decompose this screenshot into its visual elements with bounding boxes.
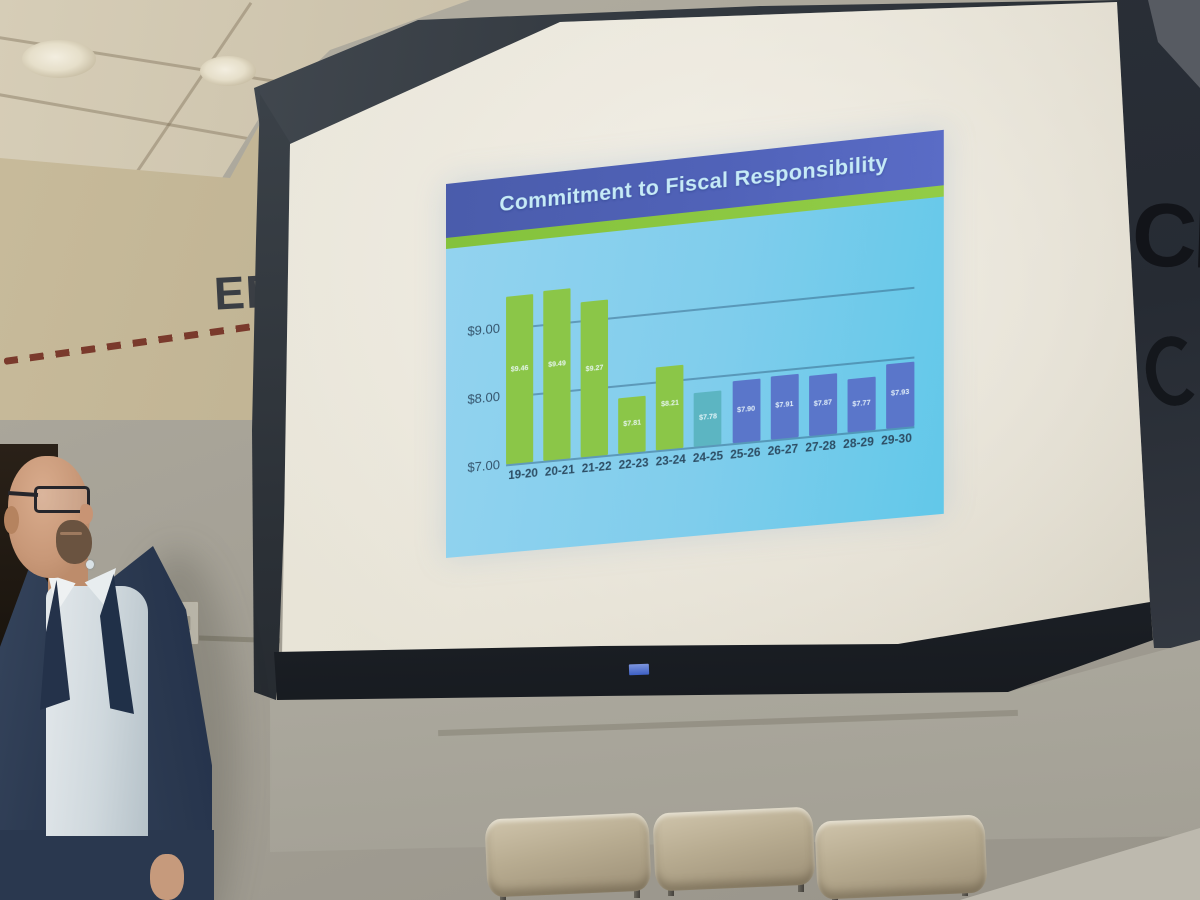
presenter-goatee: [56, 520, 92, 564]
presenter-hand: [150, 854, 184, 900]
bar: $9.27: [580, 299, 609, 458]
bar: $9.46: [506, 293, 534, 465]
folding-chair: [652, 806, 816, 892]
bar-value-label: $7.90: [737, 404, 756, 414]
x-tick-label: 28-29: [843, 436, 874, 452]
x-tick-label: 24-25: [692, 450, 724, 466]
bar-value-label: $7.93: [891, 389, 910, 398]
wall-letters-ce: CE: [1130, 184, 1200, 290]
recessed-light: [200, 56, 256, 86]
bar-value-label: $7.87: [813, 398, 832, 408]
x-tick-label: 29-30: [881, 432, 912, 448]
x-tick-label: 22-23: [618, 457, 649, 473]
screen-brand-logo: [628, 663, 650, 676]
presenter-ear: [4, 506, 19, 534]
presenter-nose: [80, 504, 93, 524]
bar-value-label: $8.21: [661, 399, 679, 409]
bar-value-label: $9.46: [510, 364, 529, 374]
bar-value-label: $9.27: [585, 364, 604, 374]
bar-value-label: $7.78: [698, 413, 717, 423]
bar: $7.77: [847, 376, 876, 433]
y-tick-label: $7.00: [467, 456, 501, 476]
bar-value-label: $7.91: [775, 400, 794, 410]
bar: $7.78: [694, 390, 722, 447]
x-tick-label: 19-20: [508, 467, 538, 483]
projected-slide: Commitment to Fiscal Responsibility $9.0…: [446, 129, 944, 558]
x-tick-label: 25-26: [730, 446, 761, 462]
bar: $7.81: [618, 395, 646, 454]
x-tick-label: 26-27: [767, 443, 799, 459]
bar-value-label: $7.81: [623, 419, 642, 429]
glasses-icon: [34, 486, 90, 513]
ceiling-seam: [126, 1, 253, 178]
y-tick-label: $8.00: [467, 388, 501, 407]
lapel-pin: [86, 560, 94, 569]
ceiling-seam: [0, 91, 288, 148]
y-tick-label: $9.00: [467, 320, 501, 339]
bar-value-label: $9.49: [548, 359, 566, 369]
x-tick-label: 20-21: [544, 464, 575, 479]
bar-value-label: $7.77: [852, 399, 871, 409]
bar: $7.90: [732, 378, 761, 444]
x-tick-label: 27-28: [805, 439, 836, 455]
bar: $8.21: [656, 364, 684, 451]
bar: $7.87: [808, 373, 837, 437]
bar: $9.49: [543, 287, 571, 461]
bar: $7.91: [770, 374, 799, 440]
bar: $7.93: [886, 361, 915, 429]
presenter-mouth: [60, 532, 82, 535]
x-tick-label: 21-22: [581, 460, 612, 476]
folding-chair: [814, 814, 988, 900]
x-tick-label: 23-24: [655, 453, 686, 469]
folding-chair: [484, 812, 652, 898]
presenter: [0, 430, 240, 900]
chart-plot: $9.00 $8.00 $7.00 $9.46 $9.49 $9.27 $7.81 $8.21…: [446, 196, 944, 558]
recessed-light: [22, 40, 96, 78]
